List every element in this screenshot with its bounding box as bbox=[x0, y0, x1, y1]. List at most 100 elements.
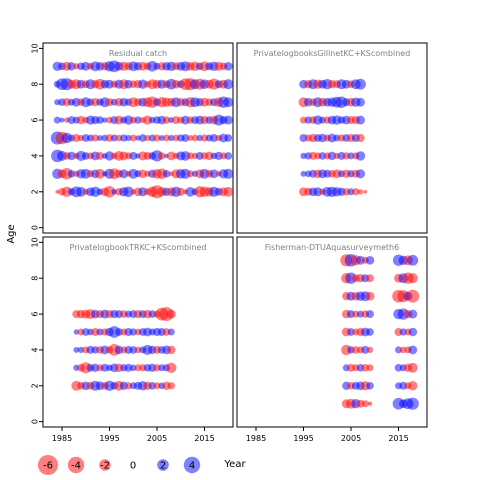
bubble-point bbox=[366, 346, 374, 354]
legend-label: 4 bbox=[189, 461, 195, 472]
panel-frame bbox=[42, 42, 234, 234]
bubble-point bbox=[76, 115, 86, 125]
bubble-point bbox=[162, 116, 171, 124]
bubble-point bbox=[357, 189, 364, 195]
bubble-point bbox=[129, 151, 138, 160]
bubble-point bbox=[134, 346, 142, 354]
bubble-point bbox=[95, 168, 105, 179]
bubble-point bbox=[408, 327, 418, 337]
bubble-point bbox=[406, 289, 420, 303]
bubble-point bbox=[366, 310, 374, 319]
bubble-point bbox=[103, 186, 116, 198]
bubble-point bbox=[96, 151, 104, 160]
bubble-point bbox=[224, 62, 233, 71]
bubble-point bbox=[356, 115, 365, 125]
bubble-point bbox=[327, 151, 337, 161]
bubble-point bbox=[123, 186, 134, 198]
bubble-point bbox=[166, 309, 176, 319]
bubble-point bbox=[125, 134, 132, 142]
bubble-point bbox=[158, 135, 165, 141]
bubble-point bbox=[97, 135, 103, 141]
bubble-point bbox=[119, 169, 129, 179]
panel-title: PrivatelogbooksGillnetKC+KScombined bbox=[254, 49, 411, 58]
x-tick-label: 2005 bbox=[147, 434, 167, 443]
panel-frame bbox=[42, 236, 234, 428]
bubble-point bbox=[166, 151, 176, 161]
bubble-point bbox=[223, 79, 234, 90]
bubble-point bbox=[205, 151, 214, 161]
bubble-point bbox=[163, 134, 170, 142]
bubble-point bbox=[67, 151, 76, 161]
panel-3: PrivatelogbookTRKC+KScombined bbox=[42, 236, 234, 428]
bubble-point bbox=[96, 116, 104, 124]
bubble-point bbox=[223, 97, 234, 108]
panel-1: Residual catch bbox=[42, 42, 234, 234]
bubble-point bbox=[138, 169, 148, 179]
bubble-point bbox=[408, 345, 418, 355]
bubble-point bbox=[185, 186, 196, 197]
bubble-point bbox=[72, 134, 81, 142]
bubble-point bbox=[73, 346, 80, 353]
bubble-point bbox=[191, 134, 199, 142]
legend-bubble bbox=[157, 459, 169, 471]
y-axis-label: Age bbox=[6, 224, 17, 243]
bubble-point bbox=[365, 256, 375, 265]
bubble-point bbox=[366, 381, 374, 390]
bubble-point bbox=[186, 170, 194, 178]
legend-bubble bbox=[67, 456, 85, 474]
y-tick-label: 6 bbox=[31, 312, 40, 317]
bubble-point bbox=[361, 345, 370, 354]
x-tick-label: 2015 bbox=[388, 434, 408, 443]
x-tick-label: 1985 bbox=[246, 434, 266, 443]
bubble-point bbox=[223, 115, 233, 125]
x-tick-label: 1995 bbox=[293, 434, 313, 443]
bubble-point bbox=[67, 62, 76, 71]
bubble-point bbox=[73, 329, 80, 335]
bubble-point bbox=[186, 152, 194, 160]
legend-label: -6 bbox=[43, 461, 53, 472]
bubble-point bbox=[153, 382, 161, 390]
bubble-point bbox=[167, 345, 176, 355]
bubble-point bbox=[102, 117, 108, 123]
bubble-point bbox=[355, 169, 366, 179]
bubble-point bbox=[210, 134, 218, 142]
bubble-point bbox=[53, 116, 61, 124]
y-tick-label: 8 bbox=[31, 82, 40, 87]
bubble-point bbox=[355, 78, 366, 90]
bubble-point bbox=[224, 134, 233, 142]
bubble-point bbox=[181, 134, 190, 142]
bubble-point bbox=[363, 189, 368, 194]
x-tick-label: 1995 bbox=[99, 434, 119, 443]
bubble-point bbox=[209, 169, 219, 179]
bubble-point bbox=[356, 133, 365, 143]
bubble-point bbox=[366, 364, 374, 372]
bubble-point bbox=[361, 400, 369, 408]
bubble-point bbox=[124, 363, 133, 372]
bubble-point bbox=[223, 186, 234, 197]
bubble-point bbox=[300, 170, 307, 177]
bubble-point bbox=[356, 97, 365, 107]
bubble-point bbox=[313, 187, 323, 197]
bubble-point bbox=[100, 363, 109, 372]
bubble-point bbox=[355, 151, 366, 161]
panel-frame bbox=[236, 236, 428, 428]
panel-title: PrivatelogbookTRKC+KScombined bbox=[70, 243, 207, 252]
bubble-point bbox=[110, 134, 118, 142]
panel-2: PrivatelogbooksGillnetKC+KScombined bbox=[236, 42, 428, 234]
bubble-point bbox=[408, 309, 418, 319]
x-tick-label: 2005 bbox=[341, 434, 361, 443]
y-tick-label: 10 bbox=[31, 237, 40, 247]
bubble-point bbox=[67, 169, 76, 178]
bubble-point bbox=[367, 401, 373, 406]
bubble-point bbox=[144, 134, 151, 142]
bubble-point bbox=[153, 134, 161, 142]
axes-layer: 0 2 4 6 8 10 0 2 4 6 8 10 1985 1995 2005 2015 1985 1995 20… bbox=[31, 43, 409, 443]
x-tick-label: 2015 bbox=[194, 434, 214, 443]
x-tick-label: 1985 bbox=[52, 434, 72, 443]
panels-layer: Residual catch PrivatelogbooksGillnetKC+K… bbox=[42, 42, 428, 428]
bubble-point bbox=[120, 134, 128, 142]
bubble-point bbox=[224, 152, 233, 160]
bubble-point bbox=[129, 328, 137, 336]
y-tick-label: 6 bbox=[31, 118, 40, 123]
